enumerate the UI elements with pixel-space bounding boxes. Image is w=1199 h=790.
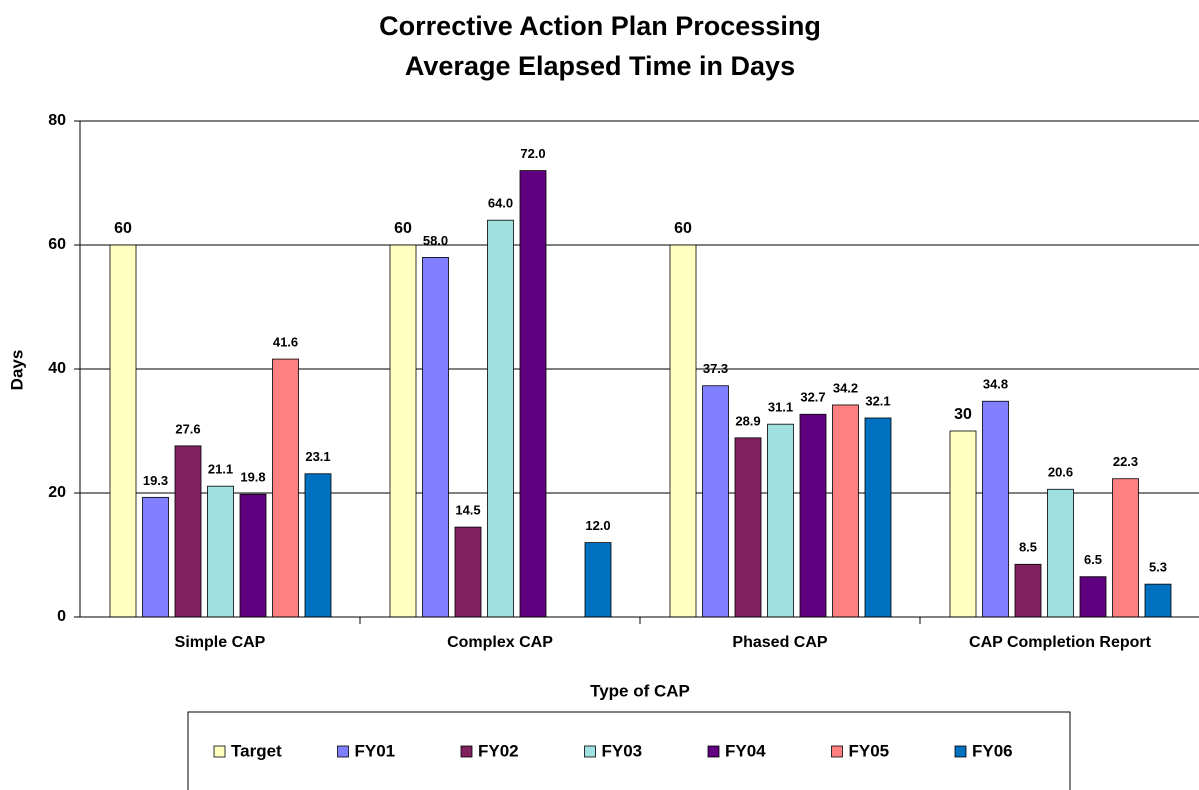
legend-swatch: [213, 745, 226, 758]
legend-swatch: [707, 745, 720, 758]
data-label: 6.5: [1084, 552, 1102, 567]
data-label: 60: [114, 220, 132, 237]
bar: [272, 358, 299, 618]
legend-swatch: [337, 745, 349, 758]
bar: [454, 526, 482, 618]
legend-label: FY05: [849, 741, 890, 760]
data-label: 5.3: [1149, 560, 1167, 575]
bar: [832, 404, 859, 618]
data-label: 22.3: [1113, 454, 1138, 469]
data-label: 21.1: [208, 462, 233, 477]
x-axis-label: Type of CAP: [590, 681, 690, 700]
legend-swatch: [584, 745, 596, 758]
bar: [949, 430, 977, 618]
data-label: 72.0: [520, 146, 545, 161]
data-label: 34.8: [983, 377, 1008, 392]
bar: [734, 437, 762, 618]
bar: [207, 485, 234, 618]
x-tick-label: Simple CAP: [175, 634, 266, 651]
data-label: 37.3: [703, 361, 728, 376]
bar: [1144, 583, 1172, 618]
bar: [109, 244, 137, 618]
legend-swatch: [954, 745, 967, 758]
bar: [767, 423, 794, 618]
data-label: 64.0: [488, 196, 513, 211]
bar: [864, 417, 892, 618]
data-label: 23.1: [305, 449, 330, 464]
bar: [584, 542, 612, 618]
y-tick-label: 0: [57, 608, 66, 625]
data-label: 19.3: [143, 473, 168, 488]
data-label: 12.0: [585, 518, 610, 533]
legend-label: FY06: [972, 741, 1013, 760]
legend-swatch: [831, 745, 843, 758]
data-label: 41.6: [273, 335, 298, 350]
bar: [1112, 478, 1139, 618]
data-label: 30: [954, 406, 972, 423]
legend-label: FY03: [602, 741, 643, 760]
data-label: 60: [394, 220, 412, 237]
legend-swatch: [460, 745, 473, 758]
bar: [982, 400, 1009, 618]
data-label: 32.7: [800, 390, 825, 405]
bar: [174, 445, 202, 618]
data-label: 58.0: [423, 233, 448, 248]
y-tick-label: 80: [48, 112, 66, 129]
y-tick-label: 20: [48, 484, 66, 501]
x-tick-label: Complex CAP: [447, 634, 553, 651]
y-axis-label: Days: [7, 350, 26, 391]
bar: [304, 473, 332, 618]
data-label: 34.2: [833, 380, 858, 395]
bar: [702, 385, 729, 618]
bar: [799, 413, 827, 618]
bar: [422, 256, 449, 618]
legend-label: FY04: [725, 741, 766, 760]
bar: [239, 493, 267, 618]
bar: [1047, 488, 1074, 618]
data-label: 8.5: [1019, 540, 1037, 555]
x-tick-label: CAP Completion Report: [969, 634, 1152, 651]
legend-label: FY02: [478, 741, 519, 760]
bar: [389, 244, 417, 618]
bar: [1014, 563, 1042, 618]
bar: [1079, 576, 1107, 618]
data-label: 20.6: [1048, 465, 1073, 480]
legend-box: [187, 711, 1071, 790]
legend-label: Target: [231, 741, 282, 760]
chart-title: Corrective Action Plan Processing: [379, 11, 821, 41]
data-label: 19.8: [240, 470, 265, 485]
bar: [669, 244, 697, 618]
data-label: 14.5: [455, 503, 480, 518]
data-label: 32.1: [865, 393, 890, 408]
data-label: 27.6: [175, 421, 200, 436]
data-label: 28.9: [735, 413, 760, 428]
y-tick-label: 40: [48, 360, 66, 377]
data-label: 31.1: [768, 400, 793, 415]
data-label: 60: [674, 220, 692, 237]
bar: [142, 496, 169, 618]
chart-subtitle: Average Elapsed Time in Days: [405, 51, 795, 81]
y-tick-label: 60: [48, 236, 66, 253]
bar: [487, 219, 514, 618]
x-tick-label: Phased CAP: [732, 634, 827, 651]
legend-label: FY01: [355, 741, 396, 760]
bar: [519, 170, 547, 618]
